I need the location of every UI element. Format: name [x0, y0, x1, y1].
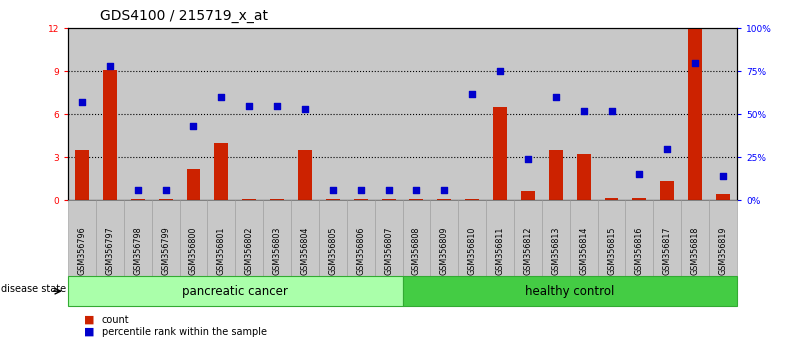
Bar — [660, 181, 674, 200]
Text: GSM356810: GSM356810 — [468, 226, 477, 275]
Point — [243, 103, 256, 108]
Text: GDS4100 / 215719_x_at: GDS4100 / 215719_x_at — [100, 9, 268, 23]
Point — [605, 108, 618, 114]
Text: GSM356808: GSM356808 — [412, 226, 421, 275]
Text: GSM356798: GSM356798 — [133, 226, 143, 275]
Text: disease state: disease state — [1, 284, 66, 295]
Point — [465, 91, 478, 96]
Text: ■: ■ — [84, 327, 95, 337]
Text: pancreatic cancer: pancreatic cancer — [183, 285, 288, 298]
Text: GSM356815: GSM356815 — [607, 226, 616, 275]
Text: GSM356804: GSM356804 — [300, 226, 309, 275]
Bar — [409, 199, 424, 200]
Point — [299, 106, 312, 112]
Point — [271, 103, 284, 108]
Bar — [270, 199, 284, 200]
Bar — [354, 199, 368, 200]
Point — [717, 173, 730, 179]
Text: GSM356818: GSM356818 — [690, 226, 699, 275]
Text: GSM356817: GSM356817 — [662, 226, 672, 275]
Bar — [131, 199, 145, 200]
Text: healthy control: healthy control — [525, 285, 614, 298]
Bar — [633, 198, 646, 200]
Bar — [493, 107, 507, 200]
Bar — [326, 199, 340, 200]
Text: ■: ■ — [84, 315, 95, 325]
Text: GSM356806: GSM356806 — [356, 226, 365, 275]
Text: GSM356812: GSM356812 — [523, 226, 533, 275]
Point — [354, 187, 367, 193]
Bar — [298, 150, 312, 200]
Point — [187, 123, 200, 129]
Bar — [75, 150, 89, 200]
Text: GSM356802: GSM356802 — [245, 226, 254, 275]
Point — [75, 99, 88, 105]
Bar — [521, 192, 535, 200]
Point — [661, 146, 674, 152]
Point — [549, 94, 562, 100]
Text: percentile rank within the sample: percentile rank within the sample — [102, 327, 267, 337]
Point — [438, 187, 451, 193]
Text: GSM356816: GSM356816 — [635, 226, 644, 275]
Text: GSM356797: GSM356797 — [106, 226, 115, 275]
Point — [131, 187, 144, 193]
Point — [327, 187, 340, 193]
Bar — [465, 199, 479, 200]
Bar — [215, 143, 228, 200]
Text: GSM356805: GSM356805 — [328, 226, 337, 275]
Point — [159, 187, 172, 193]
Point — [633, 171, 646, 177]
Point — [382, 187, 395, 193]
Point — [410, 187, 423, 193]
Bar — [577, 154, 590, 200]
Bar — [103, 70, 117, 200]
Point — [521, 156, 534, 162]
Bar — [242, 199, 256, 200]
Point — [103, 63, 116, 69]
Bar — [381, 199, 396, 200]
Point — [493, 68, 506, 74]
Bar — [159, 199, 172, 200]
Bar — [187, 169, 200, 200]
Text: GSM356819: GSM356819 — [718, 226, 727, 275]
Point — [689, 60, 702, 65]
Bar — [716, 194, 730, 200]
Point — [578, 108, 590, 114]
Text: GSM356807: GSM356807 — [384, 226, 393, 275]
Text: GSM356801: GSM356801 — [217, 226, 226, 275]
Bar — [549, 150, 563, 200]
Text: GSM356809: GSM356809 — [440, 226, 449, 275]
Text: count: count — [102, 315, 129, 325]
Text: GSM356800: GSM356800 — [189, 226, 198, 275]
Text: GSM356814: GSM356814 — [579, 226, 588, 275]
Point — [215, 94, 227, 100]
Text: GSM356813: GSM356813 — [551, 226, 560, 275]
Bar — [688, 28, 702, 200]
Text: GSM356803: GSM356803 — [272, 226, 282, 275]
Text: GSM356811: GSM356811 — [496, 226, 505, 275]
Bar — [437, 199, 451, 200]
Text: GSM356796: GSM356796 — [78, 226, 87, 275]
Bar — [605, 198, 618, 200]
Text: GSM356799: GSM356799 — [161, 226, 170, 275]
